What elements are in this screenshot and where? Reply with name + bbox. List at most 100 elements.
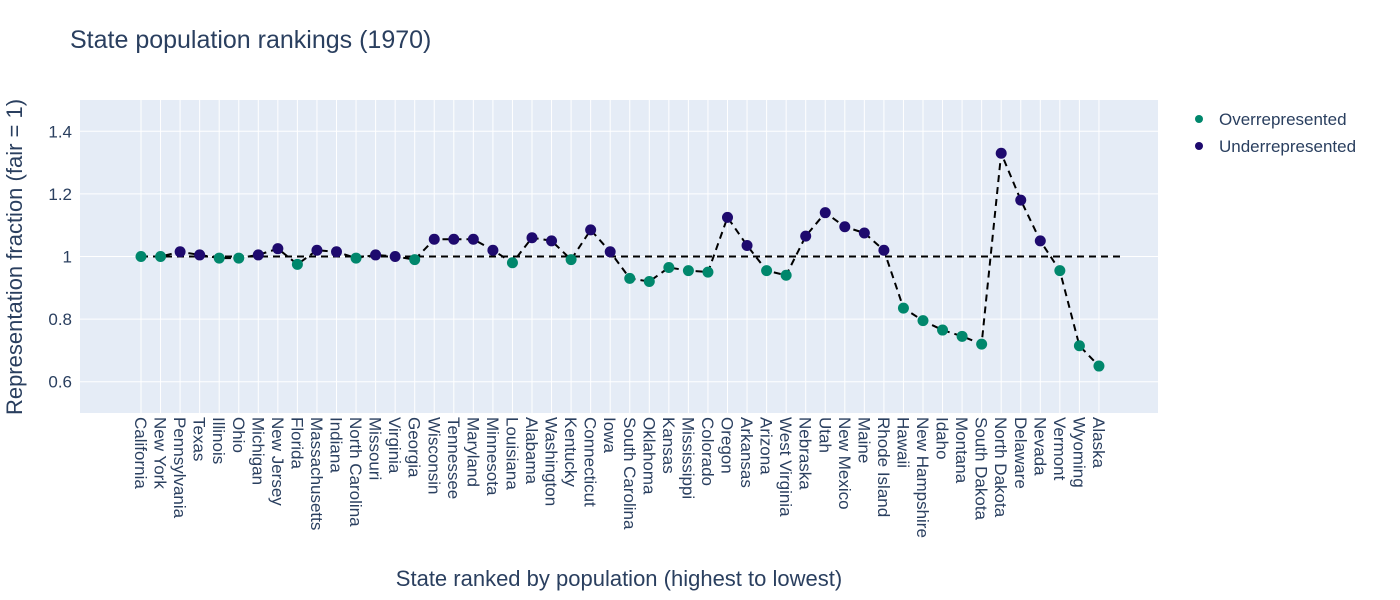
x-tick-label: Florida — [287, 417, 306, 470]
x-tick-label: Tennessee — [444, 417, 463, 499]
data-point-montana[interactable] — [956, 330, 968, 342]
data-point-connecticut[interactable] — [585, 224, 597, 236]
x-axis-title: State ranked by population (highest to l… — [396, 566, 842, 591]
data-point-south-carolina[interactable] — [624, 272, 636, 284]
data-point-virginia[interactable] — [389, 251, 401, 262]
x-tick-label: Michigan — [248, 417, 267, 485]
x-tick-label: Indiana — [327, 417, 346, 473]
data-point-hawaii[interactable] — [897, 302, 909, 314]
x-tick-label: Ohio — [229, 417, 248, 453]
data-point-new-hampshire[interactable] — [917, 315, 929, 327]
data-point-rhode-island[interactable] — [878, 244, 890, 256]
x-tick-label: Hawaii — [893, 417, 912, 468]
x-tick-label: Virginia — [385, 417, 404, 474]
x-tick-label: Wisconsin — [424, 417, 443, 494]
x-tick-label: Nevada — [1030, 417, 1049, 476]
data-point-tennessee[interactable] — [448, 233, 460, 245]
data-point-oregon[interactable] — [722, 211, 733, 223]
legend-marker — [1195, 142, 1203, 150]
data-point-california[interactable] — [135, 251, 147, 262]
data-point-oklahoma[interactable] — [643, 276, 655, 288]
data-point-wyoming[interactable] — [1073, 340, 1085, 352]
data-point-north-carolina[interactable] — [350, 252, 362, 264]
data-point-indiana[interactable] — [331, 246, 342, 258]
x-tick-label: New Hampshire — [913, 417, 932, 538]
y-tick-label: 1 — [63, 248, 72, 267]
x-tick-label: Georgia — [405, 417, 424, 478]
data-point-texas[interactable] — [194, 249, 206, 261]
data-point-louisiana[interactable] — [506, 257, 518, 269]
data-point-alabama[interactable] — [526, 232, 538, 244]
legend-marker — [1195, 115, 1203, 123]
data-point-nebraska[interactable] — [800, 230, 812, 242]
x-tick-label: New Jersey — [268, 417, 287, 506]
x-tick-label: Wyoming — [1069, 417, 1088, 488]
data-point-washington[interactable] — [546, 235, 558, 247]
y-tick-label: 1.4 — [48, 122, 72, 141]
x-tick-label: Arizona — [757, 417, 776, 475]
x-tick-label: Alabama — [522, 417, 541, 485]
data-point-idaho[interactable] — [937, 324, 949, 336]
data-point-arkansas[interactable] — [741, 240, 753, 252]
data-point-maryland[interactable] — [467, 233, 479, 245]
x-tick-label: Kansas — [659, 417, 678, 474]
x-axis-ticks: California New York Pennsylvania Texas Illin… — [131, 417, 1108, 538]
x-tick-label: Utah — [815, 417, 834, 453]
legend-item-label[interactable]: Overrepresented — [1219, 110, 1347, 129]
x-tick-label: Minnesota — [483, 417, 502, 496]
x-tick-label: Connecticut — [581, 417, 600, 507]
x-tick-label: New Mexico — [835, 417, 854, 510]
x-tick-label: Louisiana — [502, 417, 521, 490]
data-point-florida[interactable] — [291, 258, 303, 270]
data-point-kentucky[interactable] — [565, 254, 577, 266]
x-tick-label: South Dakota — [972, 417, 991, 521]
data-point-massachusetts[interactable] — [311, 244, 323, 256]
data-point-michigan[interactable] — [252, 249, 264, 261]
data-point-north-dakota[interactable] — [995, 147, 1007, 159]
data-point-georgia[interactable] — [409, 254, 421, 266]
legend[interactable]: Overrepresented Underrepresented — [1195, 110, 1356, 156]
data-point-delaware[interactable] — [1015, 194, 1027, 206]
data-point-vermont[interactable] — [1054, 265, 1066, 277]
data-point-utah[interactable] — [819, 207, 831, 219]
x-tick-label: Oregon — [718, 417, 737, 474]
data-point-new-mexico[interactable] — [839, 221, 851, 233]
y-axis-title: Representation fraction (fair = 1) — [2, 99, 27, 415]
x-tick-label: Montana — [952, 417, 971, 484]
data-point-kansas[interactable] — [663, 261, 675, 273]
x-tick-label: Arkansas — [737, 417, 756, 488]
legend-item-label[interactable]: Underrepresented — [1219, 137, 1356, 156]
data-point-iowa[interactable] — [604, 246, 616, 258]
data-point-wisconsin[interactable] — [428, 233, 440, 245]
data-point-arizona[interactable] — [761, 265, 773, 277]
x-tick-label: California — [131, 417, 150, 489]
data-point-south-dakota[interactable] — [976, 338, 988, 350]
data-point-minnesota[interactable] — [487, 244, 499, 256]
data-point-pennsylvania[interactable] — [174, 246, 186, 258]
x-tick-label: Illinois — [209, 417, 228, 464]
x-tick-label: Mississippi — [678, 417, 697, 499]
data-point-ohio[interactable] — [233, 252, 245, 264]
data-point-mississippi[interactable] — [682, 265, 694, 277]
data-point-colorado[interactable] — [702, 266, 714, 278]
data-point-new-jersey[interactable] — [272, 243, 284, 255]
data-point-maine[interactable] — [858, 227, 870, 239]
x-tick-label: Missouri — [366, 417, 385, 480]
y-axis-ticks: 0.6 0.8 1 1.2 1.4 — [48, 122, 72, 391]
x-tick-label: Nebraska — [796, 417, 815, 490]
x-tick-label: Vermont — [1050, 417, 1069, 481]
x-tick-label: Colorado — [698, 417, 717, 486]
x-tick-label: North Carolina — [346, 417, 365, 527]
x-tick-label: Rhode Island — [874, 417, 893, 517]
data-point-new-york[interactable] — [155, 251, 167, 262]
data-point-nevada[interactable] — [1034, 235, 1046, 247]
x-tick-label: Texas — [190, 417, 209, 461]
x-tick-label: Delaware — [1011, 417, 1030, 489]
x-tick-label: South Carolina — [620, 417, 639, 530]
data-point-illinois[interactable] — [213, 252, 225, 264]
y-tick-label: 1.2 — [48, 185, 72, 204]
data-point-west-virginia[interactable] — [780, 269, 792, 281]
data-point-alaska[interactable] — [1093, 360, 1105, 372]
data-point-missouri[interactable] — [370, 249, 382, 261]
x-tick-label: New York — [151, 417, 170, 489]
